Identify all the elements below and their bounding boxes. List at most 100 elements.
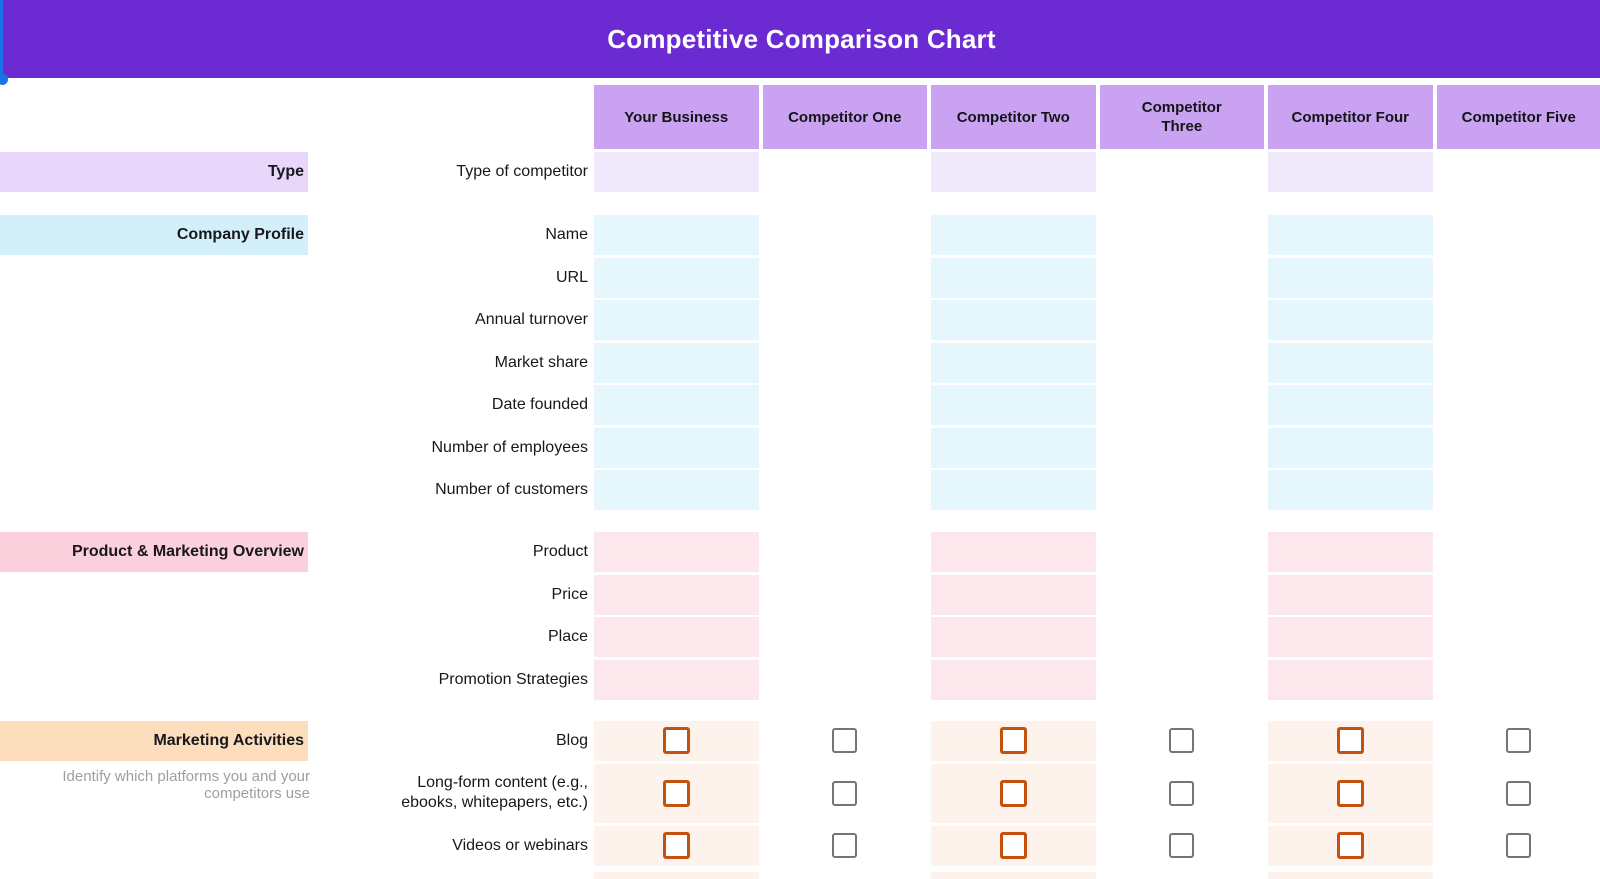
data-cell[interactable] (1100, 575, 1265, 615)
data-cell[interactable] (931, 342, 1096, 383)
data-cell[interactable] (594, 215, 759, 255)
checkbox-cell[interactable] (763, 826, 928, 866)
data-cell[interactable] (763, 428, 928, 468)
checkbox-cell[interactable] (931, 763, 1096, 823)
data-cell[interactable] (594, 385, 759, 425)
data-cell[interactable] (594, 427, 759, 468)
data-cell[interactable] (763, 152, 928, 192)
checkbox-cell[interactable] (594, 720, 759, 761)
checkbox[interactable] (1336, 779, 1364, 807)
data-cell[interactable] (594, 342, 759, 383)
data-cell[interactable] (763, 343, 928, 383)
data-cell[interactable] (1100, 660, 1265, 700)
data-cell[interactable] (1268, 257, 1433, 298)
data-cell[interactable] (763, 872, 928, 879)
column-header-competitor-four[interactable]: Competitor Four (1268, 85, 1433, 149)
data-cell[interactable] (763, 617, 928, 657)
checkbox-cell[interactable] (931, 825, 1096, 866)
checkbox[interactable] (999, 779, 1027, 807)
data-cell[interactable] (763, 215, 928, 255)
checkbox-cell[interactable] (1268, 825, 1433, 866)
data-cell[interactable] (1268, 532, 1433, 572)
data-cell[interactable] (1437, 872, 1600, 879)
data-cell[interactable] (1268, 574, 1433, 615)
data-cell[interactable] (931, 215, 1096, 255)
column-header-your-business[interactable]: Your Business (594, 85, 759, 149)
data-cell[interactable] (1100, 300, 1265, 340)
checkbox-cell[interactable] (1437, 721, 1600, 761)
data-cell[interactable] (931, 871, 1096, 879)
checkbox[interactable] (1506, 833, 1532, 858)
checkbox[interactable] (832, 728, 858, 753)
data-cell[interactable] (1100, 385, 1265, 425)
data-cell[interactable] (763, 575, 928, 615)
data-cell[interactable] (594, 470, 759, 510)
data-cell[interactable] (594, 300, 759, 340)
checkbox[interactable] (832, 780, 858, 806)
data-cell[interactable] (931, 574, 1096, 615)
data-cell[interactable] (763, 532, 928, 572)
data-cell[interactable] (763, 660, 928, 700)
data-cell[interactable] (763, 258, 928, 298)
checkbox[interactable] (999, 832, 1027, 859)
data-cell[interactable] (594, 152, 759, 192)
data-cell[interactable] (763, 385, 928, 425)
checkbox-cell[interactable] (1100, 721, 1265, 761)
data-cell[interactable] (1100, 215, 1265, 255)
checkbox[interactable] (832, 833, 858, 858)
data-cell[interactable] (931, 470, 1096, 510)
data-cell[interactable] (931, 152, 1096, 192)
data-cell[interactable] (1268, 617, 1433, 657)
checkbox[interactable] (1506, 728, 1532, 753)
data-cell[interactable] (1268, 152, 1433, 192)
checkbox[interactable] (662, 779, 690, 807)
data-cell[interactable] (1437, 660, 1600, 700)
data-cell[interactable] (1268, 215, 1433, 255)
checkbox-cell[interactable] (1437, 764, 1600, 823)
data-cell[interactable] (1437, 215, 1600, 255)
checkbox[interactable] (1169, 728, 1195, 753)
data-cell[interactable] (1268, 470, 1433, 510)
data-cell[interactable] (1268, 871, 1433, 879)
data-cell[interactable] (1100, 470, 1265, 510)
data-cell[interactable] (594, 574, 759, 615)
data-cell[interactable] (931, 257, 1096, 298)
data-cell[interactable] (1100, 343, 1265, 383)
column-header-competitor-two[interactable]: Competitor Two (931, 85, 1096, 149)
data-cell[interactable] (1437, 575, 1600, 615)
data-cell[interactable] (1437, 532, 1600, 572)
data-cell[interactable] (931, 617, 1096, 657)
checkbox-cell[interactable] (763, 721, 928, 761)
checkbox-cell[interactable] (1100, 764, 1265, 823)
data-cell[interactable] (1437, 428, 1600, 468)
data-cell[interactable] (1100, 872, 1265, 879)
checkbox-cell[interactable] (931, 720, 1096, 761)
checkbox-cell[interactable] (594, 763, 759, 823)
data-cell[interactable] (931, 659, 1096, 700)
data-cell[interactable] (1100, 258, 1265, 298)
data-cell[interactable] (1268, 385, 1433, 425)
data-cell[interactable] (594, 659, 759, 700)
data-cell[interactable] (1437, 470, 1600, 510)
column-header-competitor-one[interactable]: Competitor One (762, 85, 927, 149)
checkbox[interactable] (1506, 780, 1532, 806)
data-cell[interactable] (1268, 427, 1433, 468)
checkbox-cell[interactable] (1268, 720, 1433, 761)
data-cell[interactable] (1437, 258, 1600, 298)
data-cell[interactable] (1268, 300, 1433, 340)
data-cell[interactable] (931, 532, 1096, 572)
data-cell[interactable] (594, 532, 759, 572)
checkbox[interactable] (1169, 780, 1195, 806)
checkbox-cell[interactable] (1437, 826, 1600, 866)
checkbox[interactable] (1336, 832, 1364, 859)
data-cell[interactable] (931, 300, 1096, 340)
checkbox[interactable] (662, 832, 690, 859)
checkbox-cell[interactable] (594, 825, 759, 866)
checkbox-cell[interactable] (1100, 826, 1265, 866)
data-cell[interactable] (1100, 428, 1265, 468)
checkbox[interactable] (1336, 727, 1364, 754)
data-cell[interactable] (1100, 532, 1265, 572)
data-cell[interactable] (594, 871, 759, 879)
checkbox[interactable] (662, 727, 690, 754)
data-cell[interactable] (594, 257, 759, 298)
